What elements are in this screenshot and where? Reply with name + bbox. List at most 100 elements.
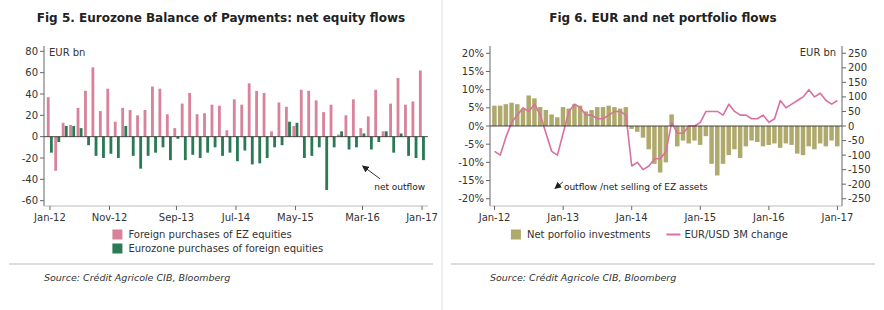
x-tick (109, 206, 110, 210)
x-axis-line (490, 206, 842, 207)
y-tick-label: 20 (25, 110, 38, 121)
y-tick (486, 107, 490, 108)
bar (835, 126, 840, 146)
y-tick (40, 179, 44, 180)
bar (778, 126, 783, 148)
bar (50, 137, 53, 153)
y-tick-label: 40 (25, 89, 38, 100)
y-tick (842, 126, 846, 127)
y-tick-label: 0 (32, 131, 38, 142)
bar (812, 126, 817, 149)
bar (285, 107, 288, 137)
bar (62, 123, 65, 137)
x-tick (422, 206, 423, 210)
y-tick-label: 20% (462, 48, 484, 59)
y-tick-label: -10% (458, 157, 484, 168)
bar (595, 107, 600, 126)
legend: Net porfolio investmentsEUR/USD 3M chang… (511, 229, 788, 240)
bar (206, 137, 209, 153)
bar (397, 78, 400, 137)
figure: Fig 5. Eurozone Balance of Payments: net… (0, 0, 884, 310)
bar (359, 128, 362, 137)
y-tick-label: 150 (848, 77, 867, 88)
bar (325, 137, 328, 190)
bar (345, 115, 348, 136)
bar (829, 126, 834, 141)
plot-data (47, 67, 425, 190)
bar (392, 137, 395, 153)
bar (315, 100, 318, 136)
y-tick (40, 136, 44, 137)
bar (243, 137, 246, 151)
y-tick-label: -40 (22, 174, 38, 185)
x-tick (700, 206, 701, 210)
legend-swatch (112, 230, 122, 240)
y-tick-label: -200 (848, 179, 871, 190)
bar (65, 126, 68, 137)
bar (124, 126, 127, 137)
bar (367, 116, 370, 136)
bar (589, 110, 594, 126)
annotation: outflow /net selling of EZ assets (564, 182, 708, 192)
bar (248, 83, 251, 136)
bar (400, 133, 403, 136)
x-tick-label: Jan-15 (683, 212, 716, 223)
legend-swatch (666, 234, 680, 236)
x-tick (176, 206, 177, 210)
y-tick (486, 144, 490, 145)
bar (419, 71, 422, 137)
y-tick (842, 82, 846, 83)
y-tick (842, 169, 846, 170)
y-tick (842, 155, 846, 156)
bar (77, 108, 80, 137)
bar (87, 137, 90, 146)
y-tick-label: -5% (465, 139, 484, 150)
bar (709, 126, 714, 164)
bar (154, 137, 157, 153)
y-tick-label: -150 (848, 164, 871, 175)
bar (139, 137, 142, 169)
x-tick (837, 206, 838, 210)
bar (374, 90, 377, 137)
bar (233, 99, 236, 136)
bar (255, 91, 258, 137)
bar (370, 137, 373, 150)
bar (504, 104, 509, 126)
x-tick-label: Jul-14 (221, 212, 250, 223)
bar (806, 126, 811, 146)
bar (72, 126, 75, 137)
x-tick-label: Jan-17 (405, 212, 438, 223)
x-tick (49, 206, 50, 210)
bar (761, 126, 766, 146)
bar (251, 137, 254, 165)
bar (322, 112, 325, 137)
x-tick-label: Sep-13 (159, 212, 194, 223)
x-tick-label: Jan-17 (821, 212, 854, 223)
bar (99, 111, 102, 137)
bar (704, 126, 709, 136)
y-axis-line (44, 46, 45, 206)
bar (641, 126, 646, 138)
bar (561, 107, 566, 126)
bar (646, 126, 651, 149)
y-tick-label: -100 (848, 150, 871, 161)
legend: Foreign purchases of EZ equitiesEurozone… (112, 229, 323, 254)
bar (199, 137, 202, 158)
bar (784, 126, 789, 143)
bar (492, 106, 497, 126)
y-tick (40, 158, 44, 159)
bar (385, 131, 388, 136)
bar (544, 110, 549, 126)
bar (415, 137, 418, 158)
bar (132, 137, 135, 156)
bar (162, 137, 165, 148)
bar (173, 128, 176, 137)
bar (169, 137, 172, 160)
bar (307, 91, 310, 137)
bar (214, 137, 217, 148)
bar (129, 110, 132, 137)
bar (147, 137, 150, 156)
bar (612, 107, 617, 126)
y-tick-label: 0% (468, 121, 484, 132)
y-tick (842, 111, 846, 112)
